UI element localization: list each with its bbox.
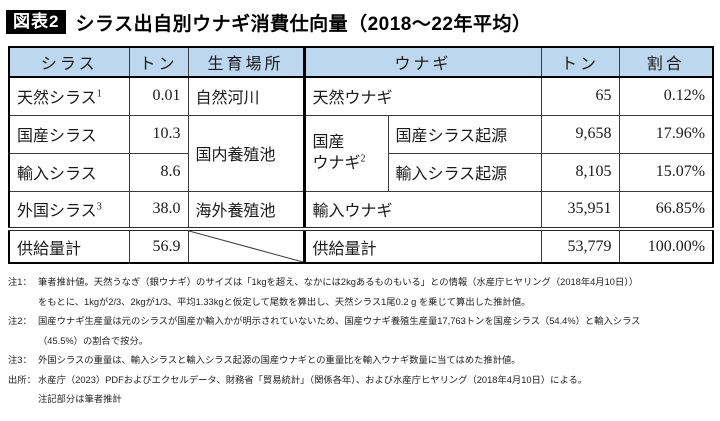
- footnote-3-label: 注3：: [8, 355, 32, 365]
- cell-imported-shirasu: 輸入シラス: [8, 152, 130, 192]
- domestic-unagi-line1: 国産: [312, 134, 345, 151]
- cell-foreign-tons: 38.0: [128, 190, 189, 230]
- footnote-1: 注1： 筆者推計値。天然うなぎ（銀ウナギ）のサイズは「1kgを超え、なかには2k…: [8, 273, 720, 312]
- row-domestic: 国産シラス 10.3 国内養殖池 国産 ウナギ2 国産シラス起源 9,658 1…: [8, 114, 714, 192]
- cell-natural-habitat: 自然河川: [187, 76, 306, 116]
- cell-natural-shirasu: 天然シラス1: [8, 76, 130, 116]
- cell-domestic-habitat: 国内養殖池: [187, 114, 306, 192]
- header-shirasu: シラス: [8, 46, 130, 78]
- header-share: 割合: [618, 46, 714, 78]
- footnote-2-line-2: （45.5%）の割合で按分。: [38, 335, 149, 346]
- domestic-unagi-line2: ウナギ: [312, 155, 361, 172]
- cell-domestic-shirasu: 国産シラス: [8, 114, 130, 154]
- cell-total-unagi: 供給量計: [303, 227, 542, 264]
- natural-shirasu-label: 天然シラス: [17, 90, 97, 108]
- header-unagi: ウナギ: [303, 46, 542, 78]
- cell-domestic-tons: 10.3: [128, 114, 189, 154]
- header-tons-right: トン: [540, 46, 620, 78]
- cell-natural-tons: 0.01: [128, 76, 189, 116]
- cell-foreign-shirasu: 外国シラス3: [8, 190, 130, 230]
- cell-natural-share: 0.12%: [618, 76, 714, 116]
- foreign-shirasu-label: 外国シラス: [17, 203, 97, 221]
- header-tons-left: トン: [128, 46, 189, 78]
- row-foreign: 外国シラス3 38.0 海外養殖池 輸入ウナギ 35,951 66.85%: [8, 190, 714, 230]
- footnote-2-line-1: 国産ウナギ生産量は元のシラスが国産か輸入かが明示されていないため、国産ウナギ養殖…: [38, 316, 641, 326]
- natural-shirasu-footnote-ref: 1: [96, 88, 102, 100]
- cell-imported-share: 15.07%: [618, 152, 714, 192]
- footnote-2-label: 注2：: [8, 316, 32, 326]
- source-line-1: 水産庁（2023）PDFおよびエクセルデータ、財務省「貿易統計」（関係各年）、お…: [38, 374, 588, 385]
- figure-title-bar: 図表2 シラス出自別ウナギ消費仕向量（2018～22年平均）: [0, 0, 720, 38]
- footnote-2: 注2： 国産ウナギ生産量は元のシラスが国産か輸入かが明示されていないため、国産ウ…: [8, 312, 720, 351]
- cell-domestic-unagi: 国産 ウナギ2: [303, 114, 389, 192]
- cell-foreign-share: 66.85%: [618, 190, 714, 230]
- cell-imported-origin: 輸入シラス起源: [387, 152, 542, 192]
- cell-natural-unagi: 天然ウナギ: [303, 76, 542, 116]
- header-habitat: 生育場所: [187, 46, 306, 78]
- cell-total-tons: 56.9: [128, 227, 189, 264]
- footnote-1-label: 注1：: [8, 277, 32, 287]
- footnote-1-line-2: をもとに、1kgが2/3、2kgが1/3、平均1.33kgと仮定して尾数を算出し…: [38, 296, 531, 307]
- figure-title: シラス出自別ウナギ消費仕向量（2018～22年平均）: [75, 13, 532, 35]
- domestic-unagi-footnote-ref: 2: [360, 153, 366, 165]
- cell-foreign-unagi: 輸入ウナギ: [303, 190, 542, 230]
- cell-domestic-origin: 国産シラス起源: [387, 114, 542, 154]
- cell-natural-unagi-tons: 65: [540, 76, 620, 116]
- cell-imported-tons: 8.6: [128, 152, 189, 192]
- cell-total-unagi-tons: 53,779: [540, 227, 620, 264]
- row-natural: 天然シラス1 0.01 自然河川 天然ウナギ 65 0.12%: [8, 76, 714, 116]
- cell-domestic-unagi-tons: 9,658: [540, 114, 620, 154]
- footnote-1-line-1: 筆者推計値。天然うなぎ（銀ウナギ）のサイズは「1kgを超え、なかには2kgあるも…: [38, 277, 639, 287]
- cell-foreign-unagi-tons: 35,951: [540, 190, 620, 230]
- cell-foreign-habitat: 海外養殖池: [187, 190, 306, 230]
- cell-total-share: 100.00%: [618, 227, 714, 264]
- footnote-3-line-1: 外国シラスの重量は、輸入シラスと輸入シラス起源の国産ウナギとの重量比を輸入ウナギ…: [38, 355, 521, 365]
- footnote-3: 注3： 外国シラスの重量は、輸入シラスと輸入シラス起源の国産ウナギとの重量比を輸…: [8, 351, 720, 371]
- cell-domestic-share: 17.96%: [618, 114, 714, 154]
- row-total: 供給量計 56.9 供給量計 53,779 100.00%: [8, 227, 714, 264]
- table-header-row: シラス トン 生育場所 ウナギ トン 割合: [8, 46, 714, 78]
- footnotes: 注1： 筆者推計値。天然うなぎ（銀ウナギ）のサイズは「1kgを超え、なかには2k…: [8, 273, 720, 410]
- source-line-2: 注記部分は筆者推計: [38, 394, 122, 404]
- foreign-shirasu-footnote-ref: 3: [96, 201, 102, 213]
- row-imported: 輸入シラス 8.6 輸入シラス起源 8,105 15.07%: [8, 152, 714, 192]
- cell-total-habitat-blank: [187, 227, 306, 264]
- source-label: 出所：: [8, 374, 36, 385]
- source-note: 出所： 水産庁（2023）PDFおよびエクセルデータ、財務省「貿易統計」（関係各…: [8, 371, 720, 410]
- cell-imported-unagi-tons: 8,105: [540, 152, 620, 192]
- eel-consumption-table: シラス トン 生育場所 ウナギ トン 割合 天然シラス1 0.01 自然河川 天…: [8, 46, 715, 264]
- figure-number-badge: 図表2: [6, 10, 67, 34]
- cell-total-shirasu: 供給量計: [8, 227, 130, 264]
- diagonal-slash: [189, 231, 303, 262]
